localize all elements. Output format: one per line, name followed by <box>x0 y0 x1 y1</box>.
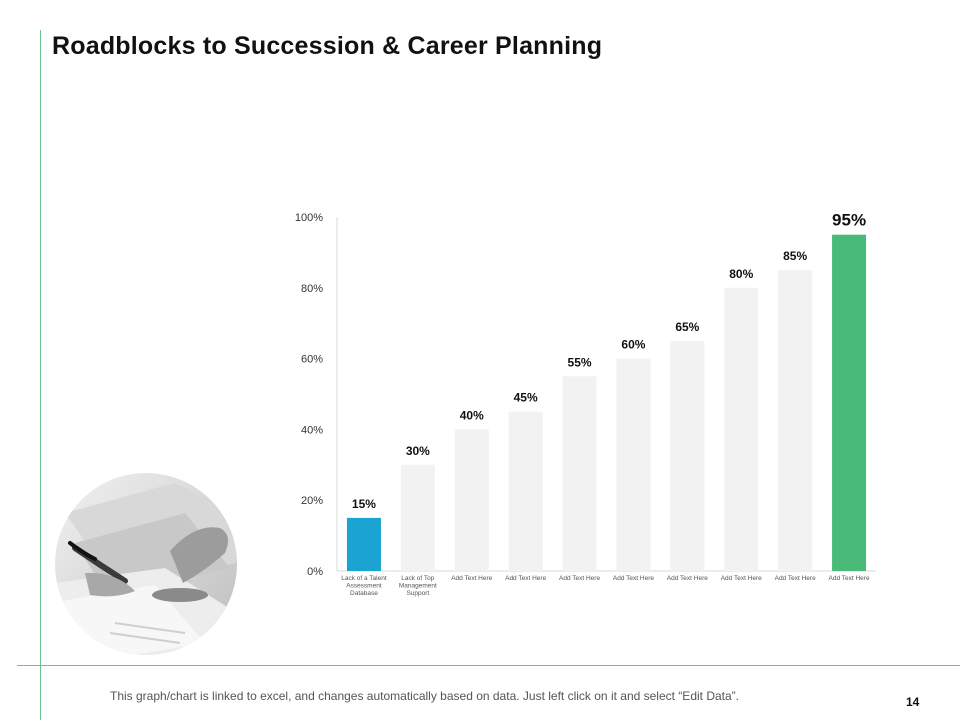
x-tick-label: Lack of Top Management Support <box>399 575 437 597</box>
x-tick-label: Add Text Here <box>775 575 816 582</box>
footer-note: This graph/chart is linked to excel, and… <box>110 689 739 703</box>
x-tick-label-line: Add Text Here <box>829 575 870 582</box>
bar-10[interactable] <box>832 234 867 571</box>
x-tick-label-line: Database <box>350 590 378 597</box>
x-tick-label-line: Add Text Here <box>613 575 654 582</box>
business-documents-photo <box>55 473 237 655</box>
bar-3[interactable] <box>454 429 489 571</box>
x-tick-label-line: Add Text Here <box>721 575 762 582</box>
y-tick-label: 100% <box>295 212 323 224</box>
y-tick-label: 20% <box>301 495 323 507</box>
page-number: 14 <box>906 695 920 709</box>
data-label: 40% <box>460 408 484 422</box>
x-tick-label: Lack of a Talent Assessment Database <box>341 575 387 597</box>
data-label: 65% <box>675 320 699 334</box>
bar-9[interactable] <box>778 270 813 571</box>
bottom-accent-line <box>17 665 960 666</box>
x-tick-label: Add Text Here <box>721 575 762 582</box>
y-tick-label: 60% <box>301 354 323 366</box>
data-label: 85% <box>783 249 807 263</box>
y-tick-label: 40% <box>301 424 323 436</box>
x-tick-label-line: Add Text Here <box>451 575 492 582</box>
x-tick-label: Add Text Here <box>829 575 870 582</box>
x-tick-label-line: Assessment <box>346 583 382 590</box>
photo-illustration <box>55 473 237 655</box>
bar-6[interactable] <box>616 358 651 571</box>
data-label: 15% <box>352 497 376 511</box>
y-tick-label: 80% <box>301 283 323 295</box>
x-tick-label: Add Text Here <box>667 575 708 582</box>
x-tick-label-line: Add Text Here <box>667 575 708 582</box>
bar-8[interactable] <box>724 287 759 571</box>
data-label: 30% <box>406 444 430 458</box>
bar-1[interactable] <box>346 517 381 571</box>
x-tick-label-line: Support <box>406 590 429 597</box>
bar-5[interactable] <box>562 376 597 571</box>
x-tick-label-line: Management <box>399 583 437 590</box>
bar-2[interactable] <box>400 464 435 571</box>
data-labels: 15% 30% 40% 45% 55% 60% 65% 80% 85% 95% <box>352 211 866 511</box>
slide-title: Roadblocks to Succession & Career Planni… <box>52 32 603 60</box>
data-label: 60% <box>621 338 645 352</box>
data-label: 80% <box>729 267 753 281</box>
bar-4[interactable] <box>508 411 543 571</box>
bar-7[interactable] <box>670 340 705 571</box>
data-label: 55% <box>568 355 592 369</box>
x-tick-label: Add Text Here <box>451 575 492 582</box>
left-accent-line <box>40 30 41 720</box>
x-tick-label: Add Text Here <box>505 575 546 582</box>
y-axis-labels: 0% 20% 40% 60% 80% 100% <box>295 212 323 578</box>
x-tick-label: Add Text Here <box>559 575 600 582</box>
x-tick-label-line: Add Text Here <box>559 575 600 582</box>
y-tick-label: 0% <box>307 566 323 578</box>
x-tick-label: Add Text Here <box>613 575 654 582</box>
bars <box>346 234 867 571</box>
data-label: 95% <box>832 211 866 230</box>
x-tick-label-line: Add Text Here <box>775 575 816 582</box>
data-label: 45% <box>514 391 538 405</box>
x-tick-label-line: Lack of Top <box>401 575 435 582</box>
x-tick-label-line: Add Text Here <box>505 575 546 582</box>
x-tick-label-line: Lack of a Talent <box>341 575 387 582</box>
